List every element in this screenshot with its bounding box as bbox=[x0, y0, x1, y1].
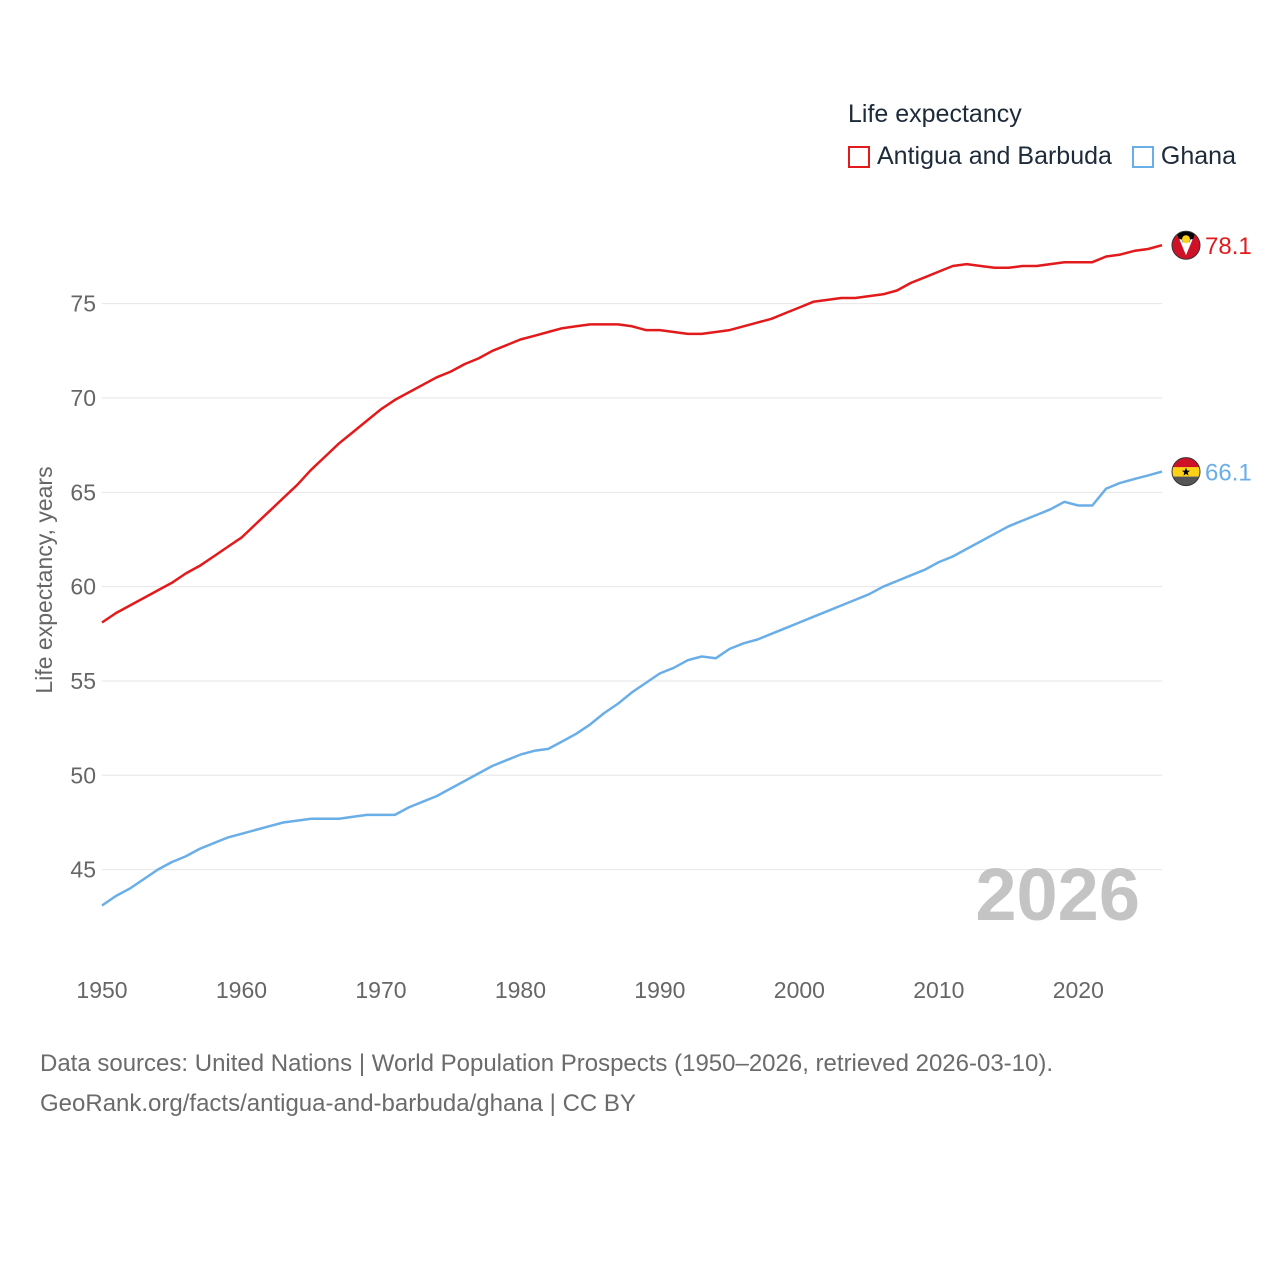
source-link-line[interactable]: GeoRank.org/facts/antigua-and-barbuda/gh… bbox=[40, 1090, 636, 1117]
series-line-ghana[interactable] bbox=[101, 470, 1163, 907]
x-tick-label: 1970 bbox=[355, 977, 406, 1003]
x-tick-label: 2010 bbox=[913, 977, 964, 1003]
x-tick-label: 2020 bbox=[1053, 977, 1104, 1003]
ghana-flag-icon bbox=[1171, 457, 1201, 487]
x-tick-label: 1960 bbox=[216, 977, 267, 1003]
year-watermark: 2026 bbox=[975, 853, 1140, 936]
y-tick-label: 70 bbox=[70, 385, 96, 411]
legend-swatch-antigua-and-barbuda bbox=[848, 145, 870, 168]
legend-title: Life expectancy bbox=[848, 100, 1022, 128]
legend-item-ghana[interactable]: Ghana bbox=[1131, 142, 1236, 171]
footer: Data sources: United Nations | World Pop… bbox=[40, 1044, 1053, 1124]
end-value-label-ghana: 66.1 bbox=[1205, 460, 1252, 487]
x-tick-label: 1950 bbox=[76, 977, 127, 1003]
end-value-label-antigua-and-barbuda: 78.1 bbox=[1205, 233, 1252, 260]
x-tick-label: 2000 bbox=[774, 977, 825, 1003]
series-line-antigua-and-barbuda[interactable] bbox=[101, 243, 1163, 624]
y-tick-label: 45 bbox=[70, 857, 96, 883]
data-source-line: Data sources: United Nations | World Pop… bbox=[40, 1050, 1054, 1077]
y-tick-label: 60 bbox=[70, 574, 96, 600]
legend-label-ghana: Ghana bbox=[1160, 142, 1236, 170]
antigua-and-barbuda-flag-icon bbox=[1171, 230, 1201, 260]
x-tick-label: 1990 bbox=[634, 977, 685, 1003]
legend-item-antigua-and-barbuda[interactable]: Antigua and Barbuda bbox=[848, 142, 1112, 171]
y-tick-label: 50 bbox=[70, 762, 96, 788]
y-tick-label: 75 bbox=[70, 291, 96, 317]
y-tick-label: 65 bbox=[70, 479, 96, 505]
legend: Antigua and Barbuda Ghana bbox=[848, 142, 1256, 171]
y-axis-title: Life expectancy, years bbox=[31, 466, 57, 693]
legend-swatch-ghana bbox=[1131, 145, 1154, 168]
x-tick-label: 1980 bbox=[495, 977, 546, 1003]
y-tick-label: 55 bbox=[70, 668, 96, 694]
legend-label-antigua-and-barbuda: Antigua and Barbuda bbox=[877, 142, 1112, 170]
